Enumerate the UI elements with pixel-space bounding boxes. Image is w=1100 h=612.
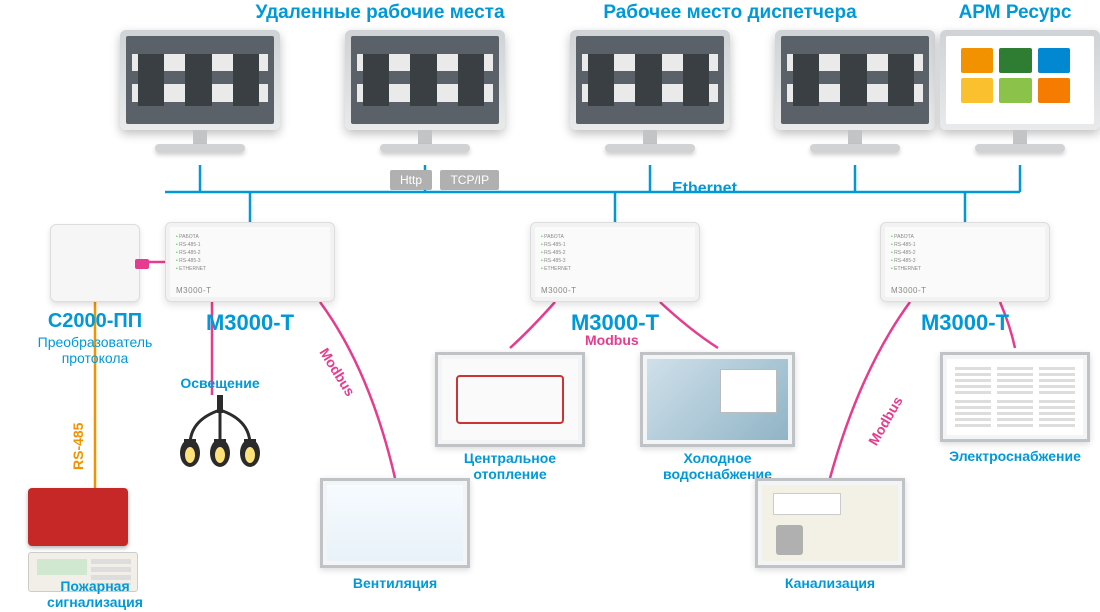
ventilation-panel	[320, 478, 470, 568]
title-resource: АРМ Ресурс	[930, 2, 1100, 24]
protocol-badges: Http TCP/IP	[388, 170, 501, 190]
badge-tcpip: TCP/IP	[440, 170, 499, 190]
monitor-remote-3	[570, 30, 730, 152]
device-s2000	[50, 224, 140, 302]
fire-alarm-device	[28, 488, 138, 592]
monitor-remote-2	[345, 30, 505, 152]
ventilation-label: Вентиляция	[320, 575, 470, 591]
ethernet-label: Ethernet	[672, 180, 737, 198]
controller-3: РАБОТАRS-485-1RS-485-2RS-485-3ETHERNET M…	[880, 222, 1050, 302]
lighting-icon	[170, 395, 270, 485]
m3000-label-1: М3000-Т	[165, 310, 335, 336]
m3000-label-3: М3000-Т	[880, 310, 1050, 336]
badge-http: Http	[390, 170, 432, 190]
title-dispatcher: Рабочее место диспетчера	[560, 2, 900, 24]
water-panel	[640, 352, 795, 447]
monitor-remote-1	[120, 30, 280, 152]
modbus-label-2: Modbus	[585, 332, 639, 348]
sewage-panel	[755, 478, 905, 568]
sewage-label: Канализация	[755, 575, 905, 591]
heating-panel	[435, 352, 585, 447]
heating-label: Центральное отопление	[435, 450, 585, 482]
lighting-label: Освещение	[165, 375, 275, 391]
power-label: Электроснабжение	[930, 448, 1100, 464]
monitor-dispatcher	[775, 30, 935, 152]
s2000-sub: Преобразователь протокола	[10, 334, 180, 366]
fire-label: Пожарная сигнализация	[20, 578, 170, 610]
controller-2: РАБОТАRS-485-1RS-485-2RS-485-3ETHERNET M…	[530, 222, 700, 302]
controller-1: РАБОТАRS-485-1RS-485-2RS-485-3ETHERNET M…	[165, 222, 335, 302]
s2000-name: С2000-ПП	[20, 310, 170, 333]
modbus-label-3: Modbus	[865, 394, 906, 448]
monitor-resource	[940, 30, 1100, 152]
rs485-label: RS-485	[70, 423, 86, 470]
title-remote: Удаленные рабочие места	[180, 2, 580, 24]
modbus-label-1: Modbus	[316, 345, 358, 399]
power-panel	[940, 352, 1090, 442]
